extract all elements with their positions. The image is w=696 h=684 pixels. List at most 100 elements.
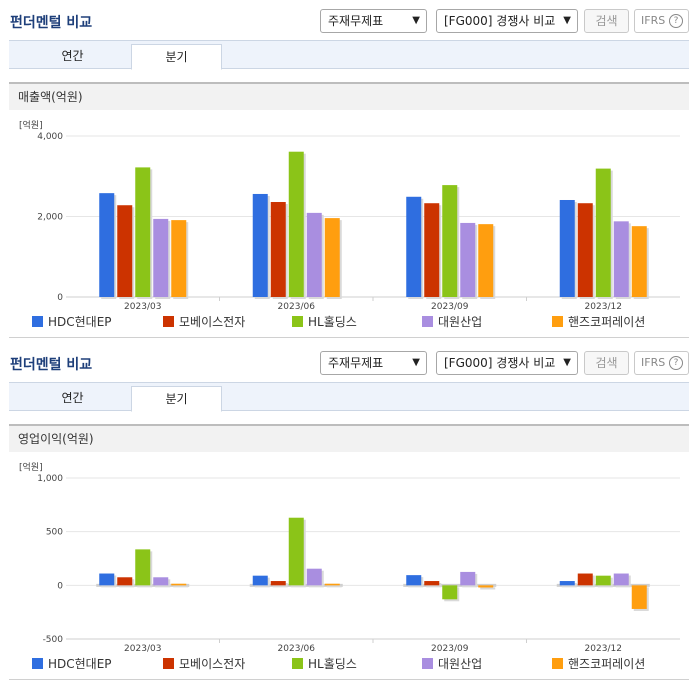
y-tick-label: 0 — [57, 581, 63, 591]
bar[interactable] — [252, 575, 268, 586]
legend-label: 대원산업 — [438, 315, 483, 329]
bar[interactable] — [252, 193, 268, 297]
bar[interactable] — [153, 577, 169, 586]
unit-label: [억원] — [19, 121, 43, 131]
bar[interactable] — [324, 218, 340, 297]
ifrs-help-button[interactable]: IFRS ? — [634, 9, 689, 33]
y-tick-label: 500 — [46, 528, 63, 538]
help-icon: ? — [669, 14, 683, 28]
legend-label: 모베이스전자 — [179, 315, 246, 329]
legend-swatch — [32, 316, 43, 327]
tab-quarterly[interactable]: 분기 — [131, 44, 222, 70]
x-tick-label: 2023/09 — [431, 302, 469, 312]
chevron-down-icon: ▼ — [412, 357, 420, 368]
legend-swatch — [163, 658, 174, 669]
bar[interactable] — [99, 193, 115, 297]
y-tick-label: 2,000 — [37, 213, 63, 223]
y-tick-label: 0 — [57, 293, 63, 303]
panel-header: 펀더멘털 비교 주재무제표 ▼ [FG000] 경쟁사 비교 ▼ 검색 IFRS… — [0, 342, 696, 376]
bar[interactable] — [613, 221, 629, 297]
x-tick-label: 2023/09 — [431, 644, 469, 654]
bar[interactable] — [577, 573, 593, 586]
ifrs-help-button[interactable]: IFRS ? — [634, 351, 689, 375]
search-button[interactable]: 검색 — [584, 351, 629, 375]
bar[interactable] — [631, 585, 647, 609]
bar[interactable] — [559, 581, 575, 586]
tab-annual[interactable]: 연간 — [61, 49, 84, 63]
bar[interactable] — [306, 568, 322, 586]
legend-label: 모베이스전자 — [179, 657, 246, 671]
bar[interactable] — [406, 575, 422, 586]
ifrs-label: IFRS — [641, 14, 666, 27]
bar[interactable] — [171, 220, 187, 297]
chevron-down-icon: ▼ — [412, 15, 420, 26]
tab-annual[interactable]: 연간 — [61, 391, 84, 405]
legend-label: HDC현대EP — [48, 657, 112, 671]
bar[interactable] — [577, 203, 593, 297]
x-tick-label: 2023/03 — [124, 644, 161, 654]
y-tick-label: 4,000 — [37, 132, 63, 142]
legend-label: 핸즈코퍼레이션 — [568, 315, 646, 329]
legend-label: HL홀딩스 — [308, 657, 357, 671]
peer-select[interactable]: [FG000] 경쟁사 비교 ▼ — [436, 351, 578, 375]
bar[interactable] — [306, 212, 322, 297]
bar[interactable] — [424, 581, 440, 586]
x-tick-label: 2023/12 — [585, 644, 622, 654]
bar[interactable] — [478, 224, 494, 297]
bar[interactable] — [288, 517, 304, 586]
metric-label: 매출액(억원) — [9, 82, 689, 110]
metric-label: 영업이익(억원) — [9, 424, 689, 452]
x-tick-label: 2023/03 — [124, 302, 161, 312]
panel-title: 펀더멘털 비교 — [10, 15, 93, 31]
bar[interactable] — [270, 581, 286, 586]
bar[interactable] — [135, 167, 151, 297]
x-tick-label: 2023/06 — [278, 302, 316, 312]
bar[interactable] — [406, 196, 422, 297]
chevron-down-icon: ▼ — [563, 357, 571, 368]
bar[interactable] — [460, 571, 476, 586]
statement-select[interactable]: 주재무제표 ▼ — [320, 351, 427, 375]
chart-legend: HDC현대EP 모베이스전자 HL홀딩스 대원산업 핸즈코퍼레이션 — [0, 656, 696, 672]
bar[interactable] — [613, 573, 629, 586]
search-button[interactable]: 검색 — [584, 9, 629, 33]
bar[interactable] — [442, 185, 458, 297]
fundamental-panel-operating-profit: 펀더멘털 비교 주재무제표 ▼ [FG000] 경쟁사 비교 ▼ 검색 IFRS… — [0, 342, 696, 684]
bar-shadow — [173, 585, 189, 588]
legend-swatch — [292, 316, 303, 327]
tab-quarterly[interactable]: 분기 — [131, 386, 222, 412]
legend-swatch — [163, 316, 174, 327]
bar[interactable] — [595, 168, 611, 297]
divider — [9, 337, 689, 338]
bar[interactable] — [595, 575, 611, 586]
bar[interactable] — [460, 222, 476, 297]
bar[interactable] — [171, 583, 187, 586]
bar[interactable] — [559, 199, 575, 297]
bar[interactable] — [442, 585, 458, 600]
legend-label: 대원산업 — [438, 657, 483, 671]
ifrs-label: IFRS — [641, 356, 666, 369]
peer-select-value: [FG000] 경쟁사 비교 — [444, 14, 556, 28]
legend-swatch — [32, 658, 43, 669]
peer-select[interactable]: [FG000] 경쟁사 비교 ▼ — [436, 9, 578, 33]
bar[interactable] — [288, 151, 304, 297]
y-tick-label: -500 — [43, 635, 64, 645]
bar[interactable] — [424, 203, 440, 297]
bar[interactable] — [478, 585, 494, 588]
bar[interactable] — [631, 226, 647, 297]
divider — [9, 679, 689, 680]
statement-select-value: 주재무제표 — [328, 14, 384, 28]
bar[interactable] — [117, 205, 133, 297]
period-tabs: 연간 분기 — [9, 40, 689, 70]
bar[interactable] — [135, 549, 151, 586]
legend-swatch — [552, 658, 563, 669]
bar[interactable] — [117, 577, 133, 586]
bar[interactable] — [153, 218, 169, 297]
bar[interactable] — [99, 573, 115, 586]
statement-select-value: 주재무제표 — [328, 356, 384, 370]
statement-select[interactable]: 주재무제표 ▼ — [320, 9, 427, 33]
legend-swatch — [422, 316, 433, 327]
peer-select-value: [FG000] 경쟁사 비교 — [444, 356, 556, 370]
bar[interactable] — [270, 202, 286, 297]
legend-swatch — [422, 658, 433, 669]
bar[interactable] — [324, 583, 340, 586]
